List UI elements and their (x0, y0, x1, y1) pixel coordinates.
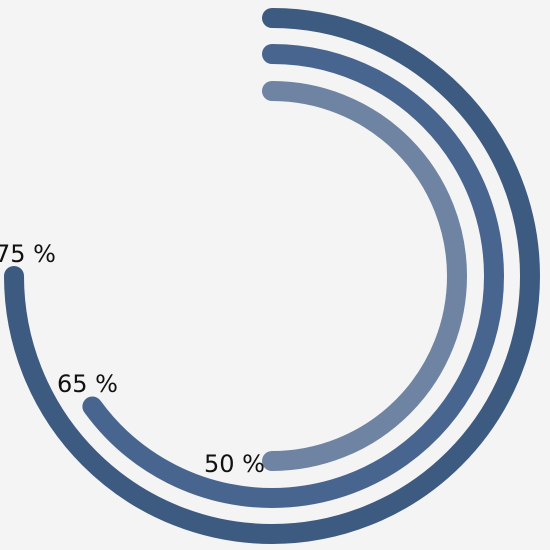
progress-label-65: 65 % (57, 370, 118, 398)
progress-arc-65 (82, 44, 504, 508)
progress-label-50: 50 % (204, 450, 265, 478)
progress-labels: 75 % 65 % 50 % (0, 240, 265, 478)
progress-arc-50 (262, 81, 467, 471)
progress-arc-75 (4, 8, 540, 544)
progress-arcs (4, 8, 540, 544)
progress-label-75: 75 % (0, 240, 56, 268)
